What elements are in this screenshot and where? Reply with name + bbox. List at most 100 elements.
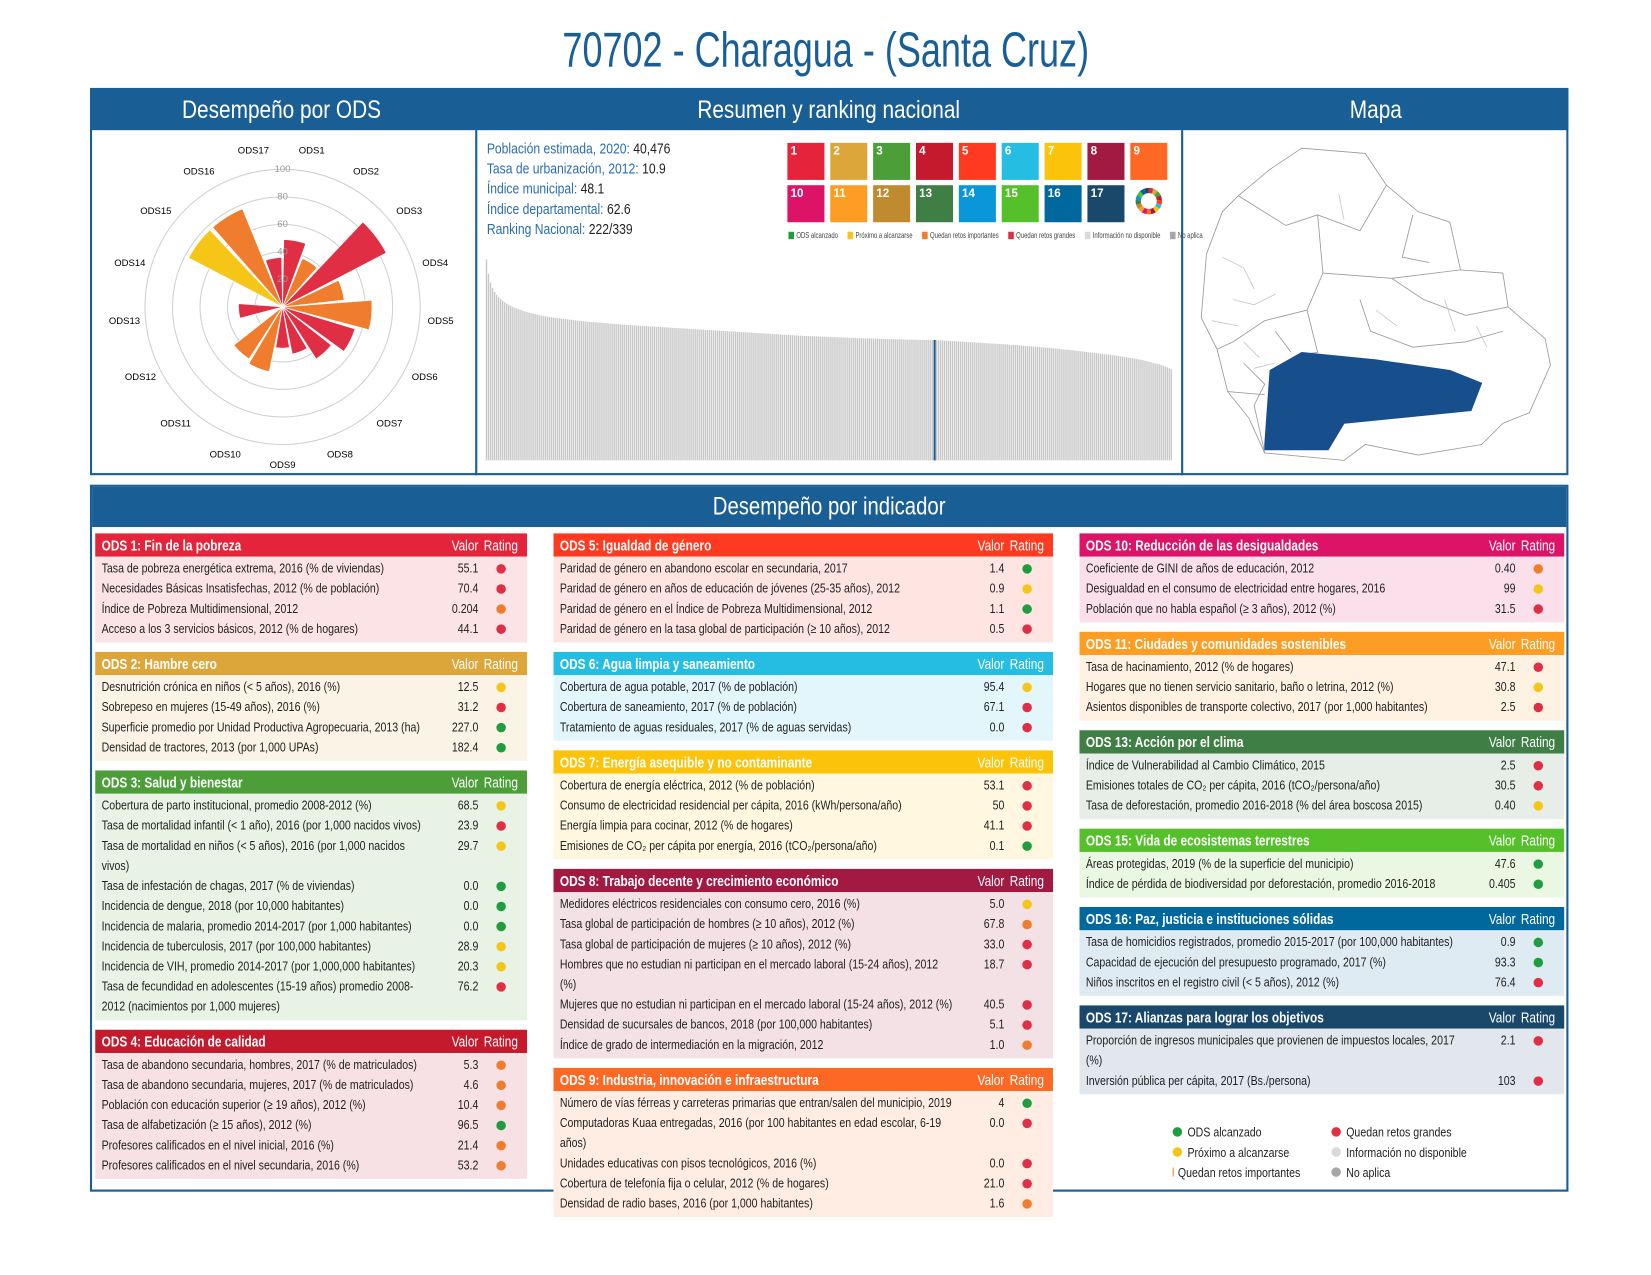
rating-header: Rating: [1520, 733, 1555, 751]
ranking-bar: [485, 259, 488, 461]
indicator-value: 70.4: [457, 581, 479, 596]
rating-dot: [1532, 662, 1543, 673]
ranking-bar: [907, 339, 909, 461]
municipality-highlight: [1264, 351, 1483, 451]
indicator-row: Asientos disponibles de transporte colec…: [1086, 697, 1560, 717]
ranking-bar: [714, 330, 717, 461]
ranking-bar: [846, 337, 848, 461]
radial-tick-label: 40: [277, 246, 288, 257]
legend-dot: [1331, 1167, 1341, 1177]
section-body: Cobertura de agua potable, 2017 (% de po…: [553, 675, 1054, 741]
indicator-section: ODS 13: Acción por el clima Valor Rating Ín…: [1079, 730, 1565, 820]
ranking-bar: [1053, 348, 1055, 461]
rating-header-wrap: Rating: [1516, 730, 1560, 753]
indicator-label-wrap: Emisiones totales de CO₂ per cápita, 201…: [1086, 776, 1468, 796]
ranking-bar: [1081, 351, 1083, 461]
section-body: Número de vías férreas y carreteras prim…: [553, 1091, 1054, 1218]
ranking-bar: [587, 321, 589, 461]
indicator-value-wrap: 30.8: [1468, 677, 1516, 697]
indicator-column: ODS 1: Fin de la pobreza Valor Rating Tasa …: [95, 533, 528, 1188]
section-title-wrap: ODS 13: Acción por el clima: [1086, 730, 1468, 753]
rating-header: Rating: [1009, 655, 1044, 673]
ranking-bar: [939, 340, 942, 461]
ranking-bar: [702, 329, 704, 461]
rating-dot: [495, 722, 506, 733]
ranking-bar: [674, 327, 676, 461]
rating-header-wrap: Rating: [1516, 907, 1560, 930]
indicator-row: Hombres que no estudian ni participan en…: [560, 955, 1049, 995]
value-header-wrap: Valor: [1468, 829, 1516, 852]
ranking-bar: [759, 333, 761, 461]
section-body: Tasa de homicidios registrados, promedio…: [1079, 930, 1565, 996]
section-body: Índice de Vulnerabilidad al Cambio Climá…: [1079, 753, 1565, 820]
value-header-wrap: Valor: [431, 770, 479, 793]
ranking-bar: [660, 327, 662, 461]
indicator-row: Tasa global de participación de mujeres …: [560, 935, 1049, 955]
ranking-bar: [1134, 358, 1136, 461]
rating-header: Rating: [1520, 536, 1555, 554]
rating-header-wrap: Rating: [1516, 632, 1560, 655]
indicator-value-wrap: 0.0: [957, 1154, 1005, 1174]
rating-dot: [495, 941, 506, 952]
rating-cell: [1516, 932, 1560, 948]
ranking-bar: [1067, 349, 1069, 461]
section-title-wrap: ODS 11: Ciudades y comunidades sostenibl…: [1086, 632, 1468, 655]
rating-cell: [1004, 579, 1048, 594]
ranking-bar: [927, 339, 929, 461]
ranking-bar: [747, 332, 749, 461]
ranking-bar: [581, 321, 583, 461]
sdg-icon: [958, 185, 996, 223]
rating-dot: [1021, 1158, 1032, 1169]
rating-header-wrap: Rating: [1004, 869, 1048, 892]
rating-header-wrap: Rating: [1516, 829, 1560, 852]
ranking-bar: [1051, 348, 1053, 461]
ranking-bar: [1028, 346, 1031, 461]
indicator-value-wrap: 53.1: [957, 776, 1005, 796]
indicator-label: Tasa de abandono secundaria, hombres, 20…: [101, 1057, 417, 1073]
ranking-bar: [684, 328, 686, 461]
rating-cell: [1516, 657, 1560, 673]
grid-circle: [171, 196, 394, 418]
sdg-icon: [1001, 142, 1039, 180]
ranking-bar: [951, 341, 954, 461]
rating-dot: [1021, 624, 1032, 634]
value-header-wrap: Valor: [957, 533, 1005, 556]
indicator-label-wrap: Computadoras Kuaa entregadas, 2016 (por …: [560, 1113, 957, 1153]
sdg-icon: [787, 142, 825, 180]
ods-label: ODS3: [396, 206, 422, 217]
ranking-bar: [1136, 358, 1138, 461]
ranking-bar: [544, 316, 546, 461]
summary-value: 48.1: [581, 181, 605, 197]
ranking-bar: [1089, 352, 1091, 461]
ranking-bar: [832, 337, 834, 461]
ranking-bar: [593, 322, 595, 461]
rating-cell: [1516, 874, 1560, 889]
ranking-bar: [1124, 356, 1126, 461]
ranking-bar: [1022, 345, 1025, 461]
rating-dot: [1532, 937, 1543, 948]
indicator-value: 96.5: [457, 1117, 479, 1133]
ranking-bar: [965, 341, 968, 461]
indicator-label-wrap: Desigualdad en el consumo de electricida…: [1086, 579, 1468, 599]
section-title-wrap: ODS 10: Reducción de las desigualdades: [1086, 533, 1468, 556]
indicator-row: Coeficiente de GINI de años de educación…: [1086, 559, 1560, 579]
ranking-bar: [753, 332, 755, 461]
indicator-row: Tasa de mortalidad en niños (< 5 años), …: [102, 836, 523, 876]
section-title-wrap: ODS 5: Igualdad de género: [560, 533, 957, 556]
rating-cell: [1516, 599, 1560, 614]
ranking-bar: [1148, 361, 1150, 461]
section-header: ODS 15: Vida de ecosistemas terrestres Va…: [1079, 828, 1565, 852]
ranking-bar: [623, 324, 625, 461]
rating-dot: [495, 821, 506, 831]
rating-dot: [1021, 682, 1032, 693]
rating-dot: [1532, 801, 1543, 811]
section-title: ODS 16: Paz, justicia e instituciones só…: [1085, 910, 1334, 928]
ranking-bar: [1144, 360, 1146, 461]
rating-cell: [478, 1095, 522, 1111]
value-header: Valor: [977, 1071, 1005, 1088]
ranking-bar: [751, 332, 753, 461]
ods-label: ODS8: [327, 449, 353, 460]
ranking-bar: [666, 327, 668, 461]
section-header: ODS 1: Fin de la pobreza Valor Rating: [95, 533, 528, 557]
sdg-wheel-segment: [1150, 207, 1156, 215]
